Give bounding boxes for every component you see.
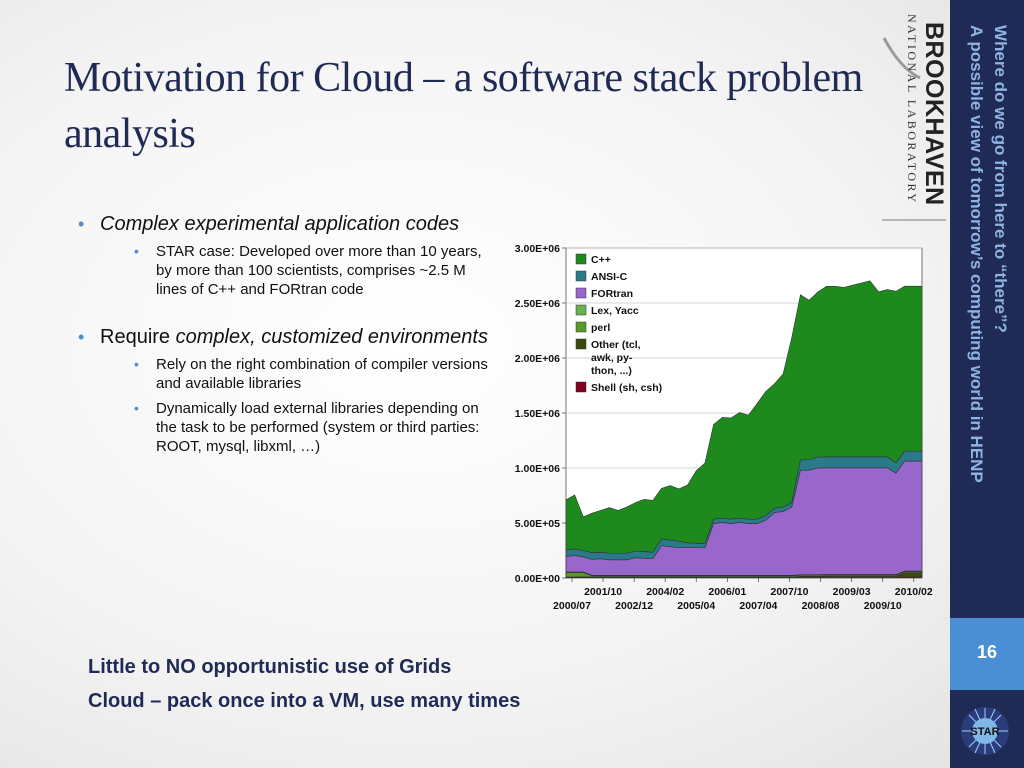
legend-label: Lex, Yacc (591, 305, 639, 317)
legend-label: FORtran (591, 288, 633, 300)
sub-bullet-text: STAR case: Developed over more than 10 y… (156, 243, 482, 298)
takeaway-block: Little to NO opportunistic use of Grids … (88, 650, 520, 718)
y-tick-label: 1.50E+06 (515, 408, 560, 420)
x-tick-label: 2000/07 (553, 600, 591, 612)
x-tick-label: 2009/10 (864, 600, 902, 612)
bullet-dot-icon: • (78, 327, 85, 347)
bullet-dot-icon: • (134, 356, 139, 372)
sub-bullet-item: • STAR case: Developed over more than 10… (134, 242, 488, 299)
bullet-item: • Complex experimental application codes… (78, 212, 488, 299)
logo-subtext: NATIONAL LABORATORY (905, 14, 919, 205)
sub-bullet-item: • Dynamically load external libraries de… (134, 399, 488, 456)
bullet-text: Require (100, 326, 176, 348)
loc-area-chart: 0.00E+00 5.00E+05 1.00E+06 1.50E+06 2.00E+06… (515, 243, 933, 612)
y-tick-label: 1.00E+06 (515, 463, 560, 475)
series-area (565, 280, 923, 554)
slide-title: Motivation for Cloud – a software stack … (64, 55, 863, 157)
bullet-dot-icon: • (134, 400, 139, 416)
bullet-text-italic: complex, customized environments (175, 326, 488, 348)
star-logo: STAR (961, 707, 1009, 755)
x-tick-label: 2008/08 (802, 600, 840, 612)
legend-swatch (575, 270, 587, 282)
x-tick-label: 2006/01 (708, 586, 746, 598)
y-tick-label: 2.50E+06 (515, 298, 560, 310)
sub-bullet-text: Rely on the right combination of compile… (156, 356, 488, 392)
x-tick-label: 2007/10 (770, 586, 808, 598)
legend-label: Shell (sh, csh) (591, 382, 662, 394)
bullet-dot-icon: • (78, 214, 85, 234)
sub-bullet-text: Dynamically load external libraries depe… (156, 400, 480, 455)
y-tick-label: 0.00E+00 (515, 573, 560, 585)
takeaway-line-2: Cloud – pack once into a VM, use many ti… (88, 690, 521, 712)
sub-bullet-item: • Rely on the right combination of compi… (134, 355, 488, 393)
x-tick-label: 2010/02 (895, 586, 933, 598)
sidebar-caption-line-1: Where do we go from here to “there”? (991, 25, 1010, 333)
x-tick-label: 2005/04 (677, 600, 715, 612)
legend-label: perl (591, 322, 610, 334)
page-number-box: 16 (950, 618, 1024, 690)
x-tick-label: 2007/04 (739, 600, 777, 612)
x-tick-label: 2002/12 (615, 600, 653, 612)
legend-swatch (575, 321, 587, 333)
bullet-list: • Complex experimental application codes… (78, 212, 488, 470)
y-tick-label: 2.00E+06 (515, 353, 560, 365)
x-tick-label: 2004/02 (646, 586, 684, 598)
logo-swoosh-icon (882, 37, 921, 80)
bullet-dot-icon: • (134, 243, 139, 259)
sidebar-caption: Where do we go from here to “there”? A p… (960, 25, 1012, 585)
star-logo-text: STAR (970, 726, 999, 738)
y-tick-label: 5.00E+05 (515, 518, 560, 530)
logo-wordmark: BROOKHAVEN (920, 22, 948, 206)
legend-swatch (575, 253, 587, 265)
legend-label: thon, ...) (591, 365, 632, 377)
takeaway-line-1: Little to NO opportunistic use of Grids (88, 656, 452, 678)
legend-swatch (575, 304, 587, 316)
x-tick-label: 2009/03 (833, 586, 871, 598)
legend-swatch (575, 381, 587, 393)
legend-label: ANSI-C (591, 271, 628, 283)
bullet-text: Complex experimental application codes (100, 213, 460, 235)
legend-swatch (575, 287, 587, 299)
brookhaven-logo: NATIONAL LABORATORY BROOKHAVEN (882, 14, 948, 221)
sidebar-caption-line-2: A possible view of tomorrow’s computing … (967, 25, 986, 483)
bullet-item: • Require complex, customized environmen… (78, 325, 488, 456)
x-tick-label: 2001/10 (584, 586, 622, 598)
page-number: 16 (976, 642, 998, 662)
star-logo-core-icon (972, 718, 998, 744)
legend-swatch (575, 338, 587, 350)
legend-label: awk, py- (591, 352, 633, 364)
y-tick-label: 3.00E+06 (515, 243, 560, 255)
legend-label: Other (tcl, (591, 339, 641, 351)
legend-label: C++ (591, 254, 611, 266)
